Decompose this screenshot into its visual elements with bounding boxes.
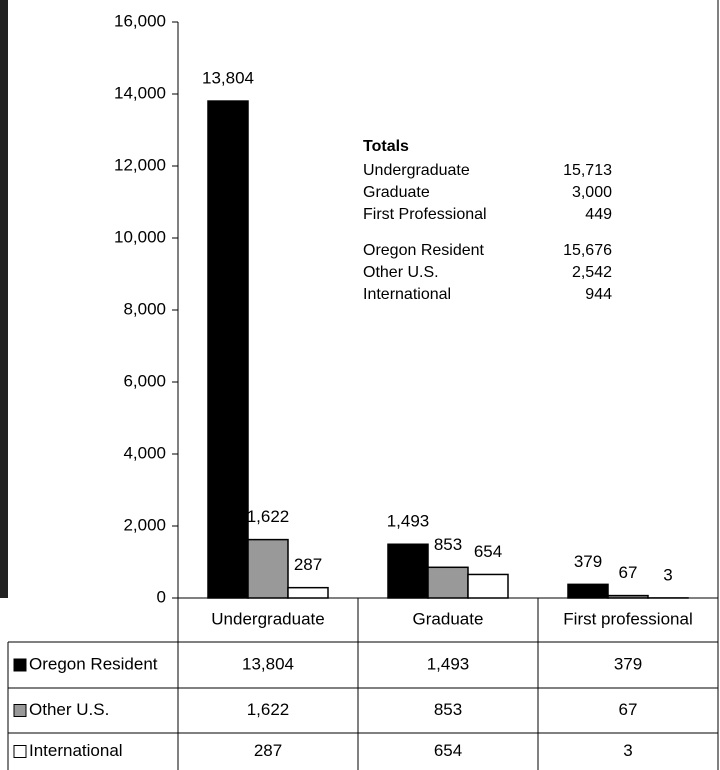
annotation-label: Undergraduate — [363, 162, 470, 179]
table-cell: 1,622 — [247, 700, 290, 719]
bar — [387, 543, 429, 599]
annotation-value: 15,713 — [563, 162, 612, 179]
bar-label: 3 — [663, 565, 672, 584]
y-tick-label: 12,000 — [114, 155, 166, 174]
annotation-label: Other U.S. — [363, 264, 439, 281]
annotation-label: Graduate — [363, 184, 430, 201]
table-cell: 654 — [434, 741, 462, 760]
bar — [207, 100, 249, 599]
left-border — [0, 0, 8, 598]
legend-label: Oregon Resident — [29, 654, 158, 673]
legend-label: Other U.S. — [29, 700, 109, 719]
bar — [287, 586, 329, 599]
y-tick-label: 4,000 — [123, 443, 166, 462]
table-cell: 853 — [434, 700, 462, 719]
legend-swatch — [13, 658, 27, 672]
table-cell: 1,493 — [427, 654, 470, 673]
x-tick-label: Graduate — [413, 609, 484, 628]
bar-label: 67 — [619, 563, 638, 582]
y-tick-label: 0 — [157, 587, 166, 606]
bar — [467, 573, 509, 599]
table-cell: 287 — [254, 741, 282, 760]
bar-label: 287 — [294, 555, 322, 574]
y-tick-label: 2,000 — [123, 515, 166, 534]
annotation-label: First Professional — [363, 206, 487, 223]
y-tick-label: 10,000 — [114, 227, 166, 246]
annotation-value: 449 — [585, 206, 612, 223]
bar — [247, 538, 289, 599]
x-tick-label: Undergraduate — [211, 609, 324, 628]
bar-label: 1,622 — [247, 507, 290, 526]
y-tick-label: 6,000 — [123, 371, 166, 390]
y-tick-label: 14,000 — [114, 83, 166, 102]
annotation-value: 2,542 — [572, 264, 612, 281]
annotation-value: 944 — [585, 286, 612, 303]
y-tick-label: 16,000 — [114, 11, 166, 30]
bar-label: 379 — [574, 552, 602, 571]
annotation-label: Oregon Resident — [363, 242, 485, 259]
annotation-label: International — [363, 286, 451, 303]
annotation-title: Totals — [363, 138, 409, 155]
legend-swatch — [13, 704, 27, 717]
table-cell: 13,804 — [242, 654, 294, 673]
bar — [427, 566, 469, 599]
bar — [607, 594, 649, 599]
legend-swatch — [13, 745, 27, 758]
table-cell: 379 — [614, 654, 642, 673]
bar-label: 853 — [434, 535, 462, 554]
bar-label: 13,804 — [202, 69, 254, 88]
bar-label: 654 — [474, 542, 502, 561]
x-tick-label: First professional — [563, 609, 692, 628]
table-cell: 3 — [623, 741, 632, 760]
y-tick-label: 8,000 — [123, 299, 166, 318]
bar — [567, 583, 609, 599]
annotation-value: 15,676 — [563, 242, 612, 259]
annotation-value: 3,000 — [572, 184, 612, 201]
table-cell: 67 — [619, 700, 638, 719]
legend-label: International — [29, 741, 123, 760]
bar-label: 1,493 — [387, 512, 430, 531]
